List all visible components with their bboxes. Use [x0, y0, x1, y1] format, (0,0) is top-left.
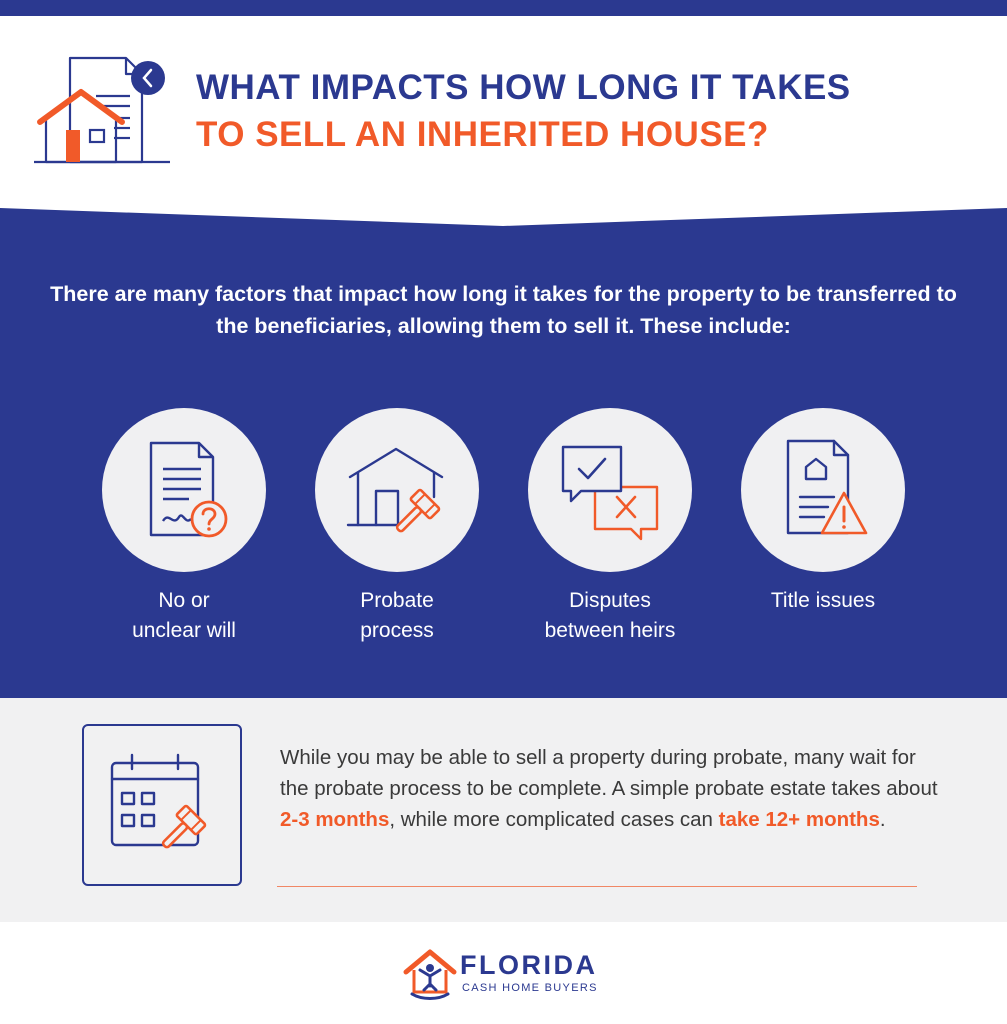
note-text: . [879, 808, 886, 831]
factor-label: Probate process [287, 586, 507, 646]
factor-label-line: No or [158, 589, 210, 612]
factor-label-line: unclear will [132, 619, 236, 642]
factor-label-line: process [360, 619, 434, 642]
divider [277, 886, 917, 887]
top-bar [0, 0, 1007, 16]
title-line-2: TO SELL AN INHERITED HOUSE? [196, 115, 769, 154]
title-line-1: WHAT IMPACTS HOW LONG IT TAKES [196, 68, 851, 107]
factor-icon-circle [315, 408, 479, 572]
factor-label: Title issues [713, 586, 933, 616]
probate-note: While you may be able to sell a property… [280, 742, 940, 835]
document-warning-icon [786, 439, 868, 535]
logo-tagline: CASH HOME BUYERS [462, 982, 598, 994]
house-document-icon [34, 56, 170, 164]
note-text: While you may be able to sell a property… [280, 746, 938, 800]
intro-sentence: There are many factors that impact how l… [50, 282, 957, 338]
factor-icon-circle [102, 408, 266, 572]
intro-text: There are many factors that impact how l… [0, 278, 1007, 342]
factor-label-line: Title issues [770, 589, 876, 612]
factor-disputes: Disputes between heirs [500, 408, 720, 646]
calendar-gavel-icon [110, 753, 207, 849]
factor-label: No or unclear will [74, 586, 294, 646]
note-highlight: take 12+ months [718, 808, 880, 831]
factor-no-will: No or unclear will [74, 408, 294, 646]
factors-panel [0, 208, 1007, 698]
factor-label-line: Disputes [569, 589, 651, 612]
factor-label: Disputes between heirs [500, 586, 720, 646]
note-highlight: 2-3 months [280, 808, 390, 831]
speech-bubbles-check-x-icon [561, 445, 659, 541]
factor-label-line: between heirs [544, 619, 676, 642]
note-text: , while more complicated cases can [389, 808, 719, 831]
company-logo: FLORIDA CASH HOME BUYERS [402, 946, 612, 1002]
logo-house-icon [403, 949, 457, 1000]
factor-label-line: Probate [360, 589, 434, 612]
factor-title-issues: Title issues [713, 408, 933, 616]
factor-probate-process: Probate process [287, 408, 507, 646]
calendar-box [82, 724, 242, 886]
page-title: WHAT IMPACTS HOW LONG IT TAKES TO SELL A… [196, 64, 851, 158]
factor-icon-circle [528, 408, 692, 572]
logo-name: FLORIDA [460, 950, 598, 980]
factor-icon-circle [741, 408, 905, 572]
document-question-icon [149, 441, 228, 538]
house-gavel-icon [346, 447, 444, 533]
